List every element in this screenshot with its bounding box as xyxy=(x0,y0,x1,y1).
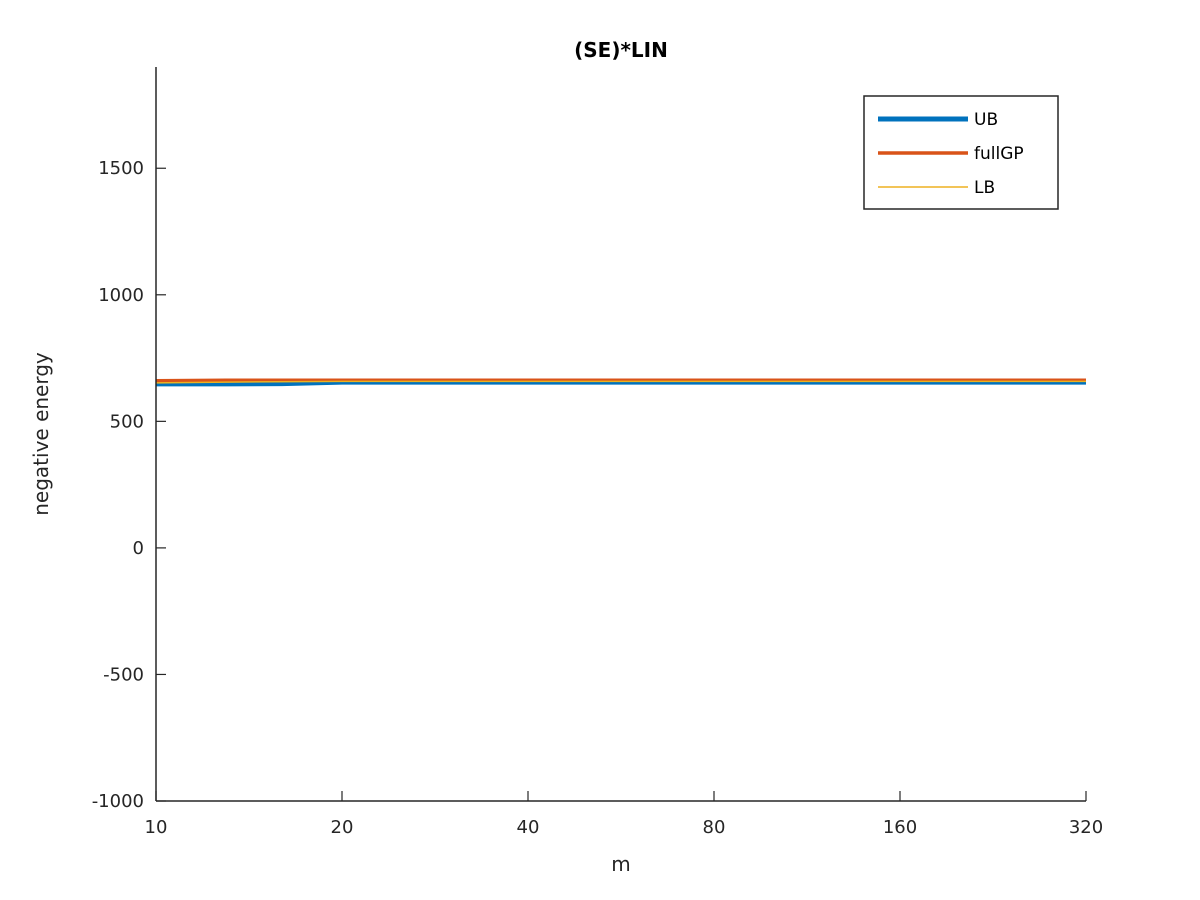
x-tick-label: 10 xyxy=(145,817,168,838)
y-tick-label: 1500 xyxy=(98,158,144,179)
x-tick-label: 40 xyxy=(517,817,540,838)
y-tick-label: -500 xyxy=(103,664,144,685)
legend: UB fullGP LB xyxy=(863,95,1059,210)
y-tick-label: 1000 xyxy=(98,285,144,306)
chart-title: (SE)*LIN xyxy=(574,38,668,62)
x-tick-label: 160 xyxy=(883,817,917,838)
y-tick-label: -1000 xyxy=(92,791,144,812)
x-tick-label: 80 xyxy=(703,817,726,838)
legend-label-lb: LB xyxy=(974,178,995,198)
x-tick-label: 320 xyxy=(1069,817,1103,838)
legend-label-fullgp: fullGP xyxy=(974,144,1024,164)
series-layer xyxy=(155,378,1086,387)
legend-label-ub: UB xyxy=(974,110,998,130)
y-axis-title: negative energy xyxy=(29,352,53,516)
ticks-layer: 10 20 40 80 160 320 -1000 -500 0 500 1000 1500 xyxy=(92,158,1103,838)
y-tick-label: 0 xyxy=(133,538,144,559)
y-tick-label: 500 xyxy=(110,411,144,432)
x-tick-label: 20 xyxy=(331,817,354,838)
x-axis-title: m xyxy=(611,852,630,876)
series-line-fullgp xyxy=(155,378,1086,383)
axes-layer xyxy=(155,67,1086,802)
series-line-lb xyxy=(155,380,1086,384)
